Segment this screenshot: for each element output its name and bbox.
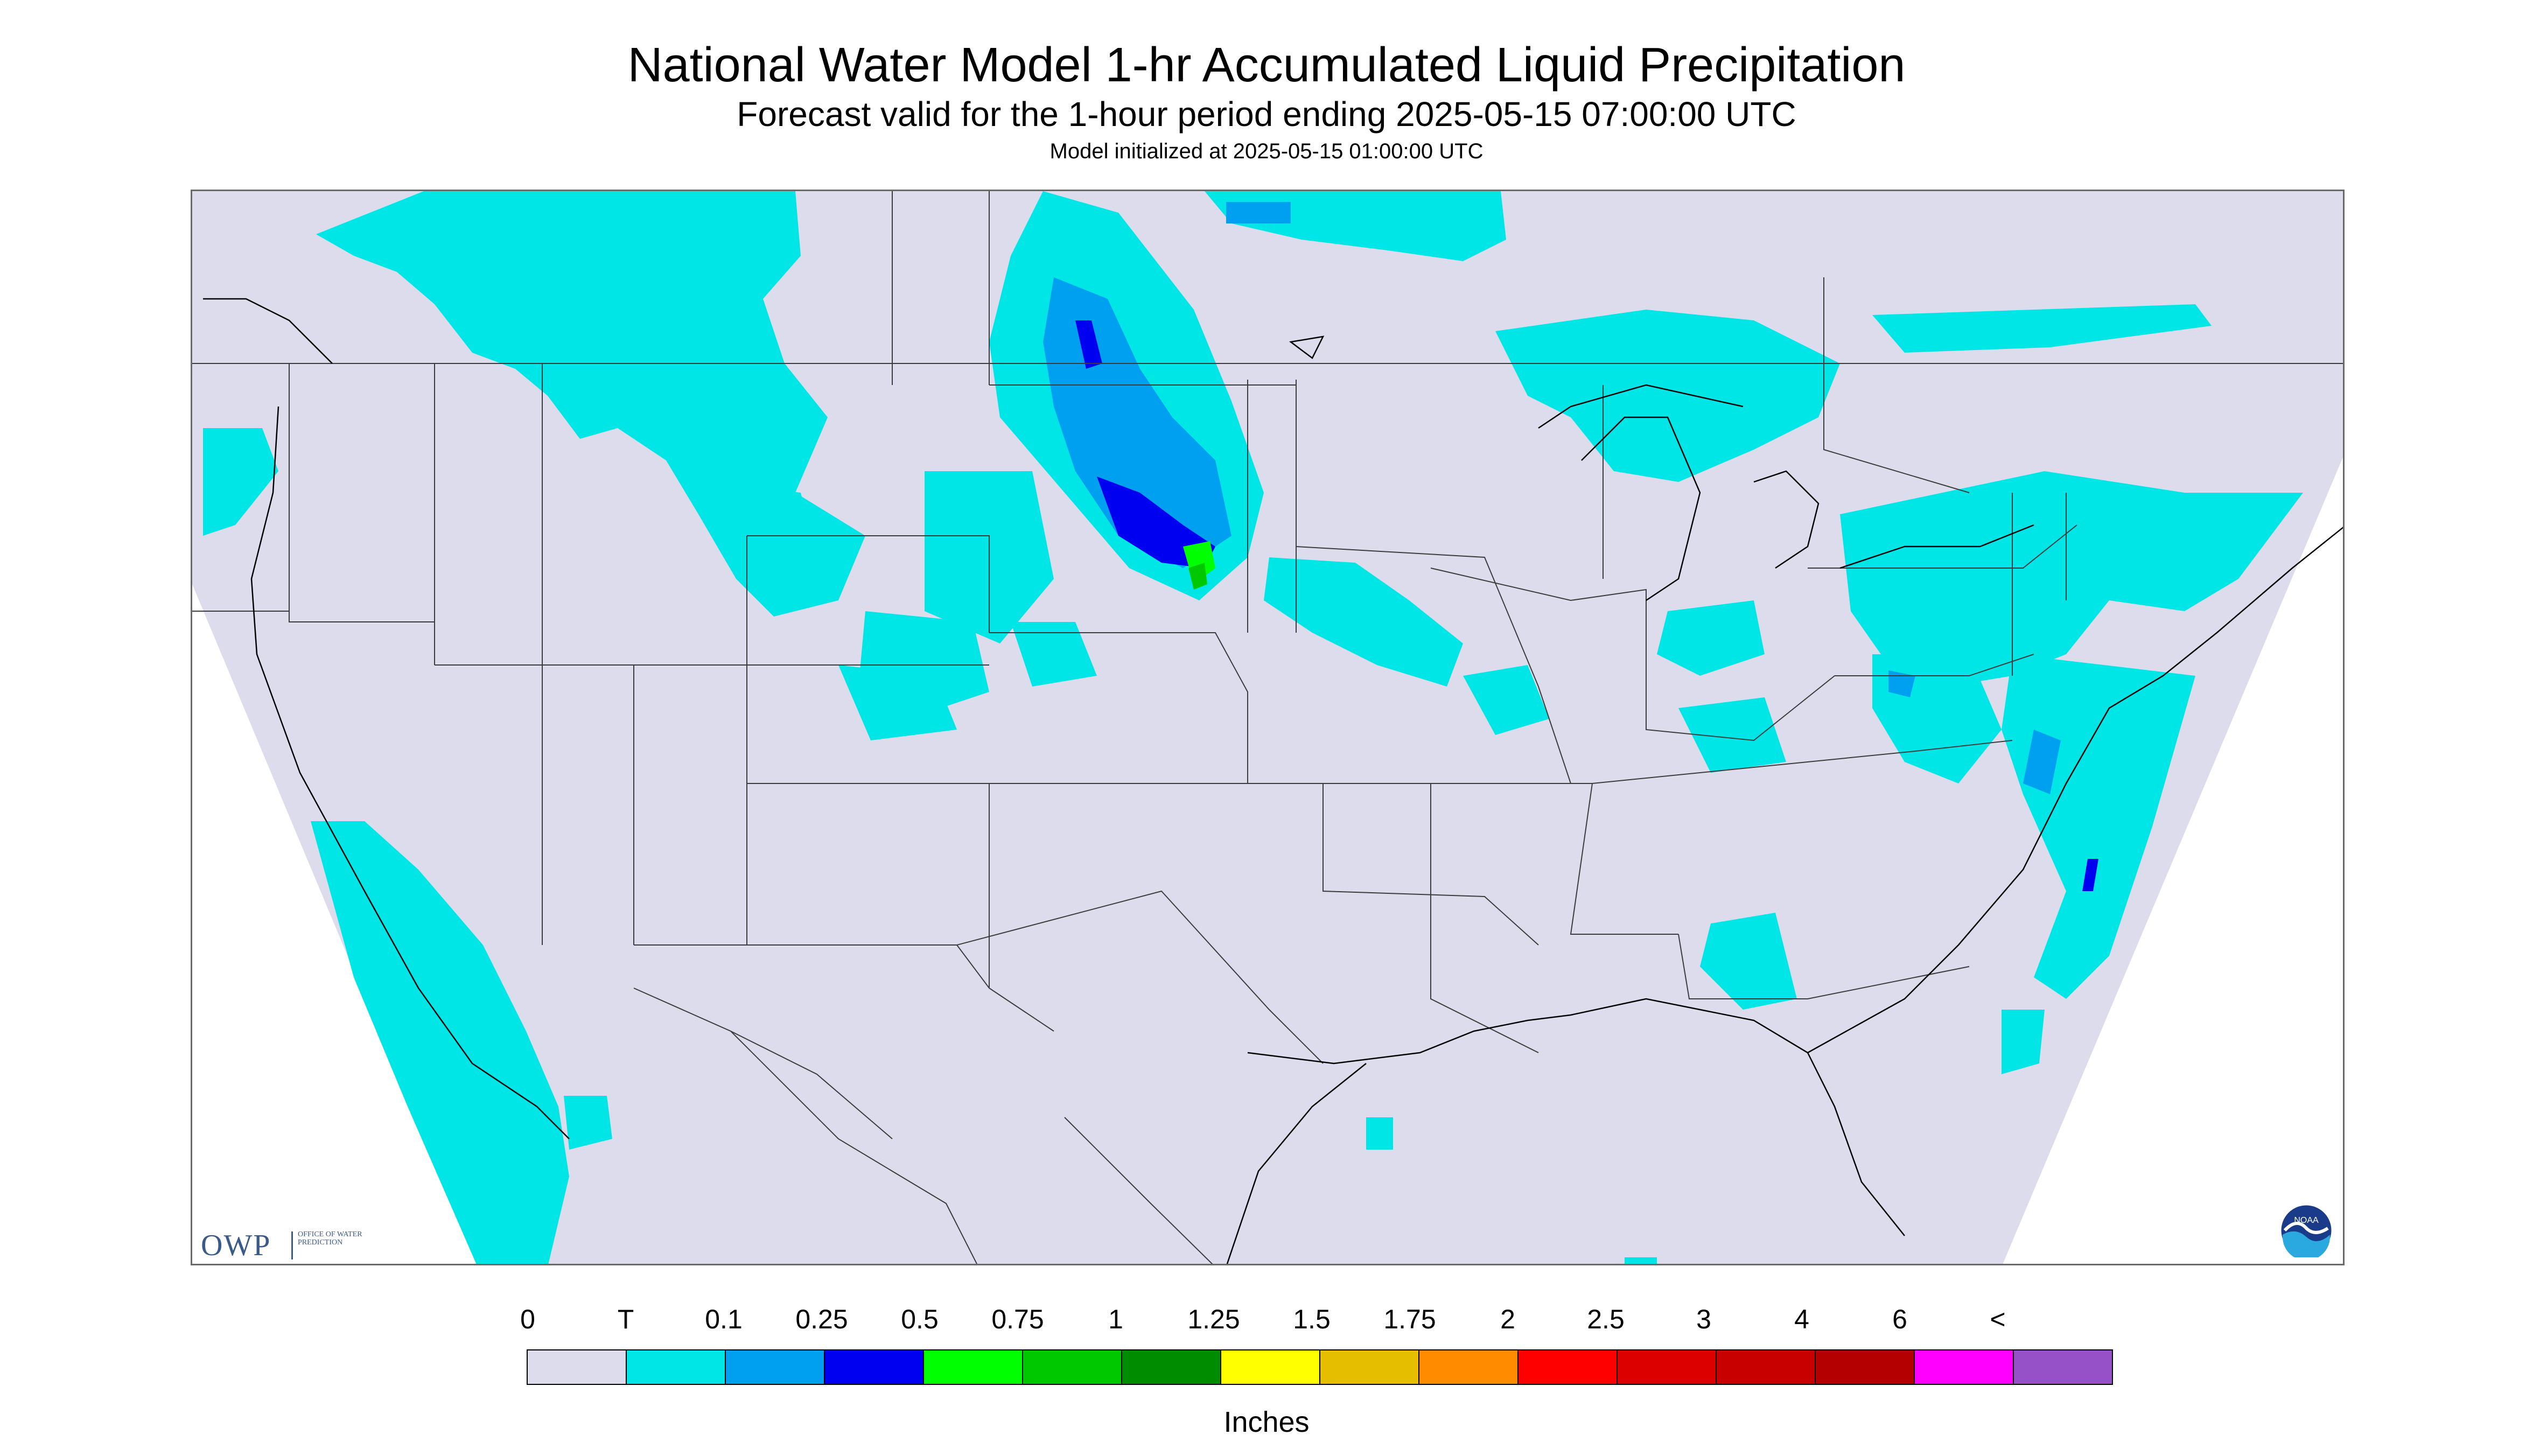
precip-carolinas bbox=[1700, 913, 1797, 1010]
legend-swatch bbox=[626, 1349, 726, 1385]
legend-units: Inches bbox=[1223, 1406, 1310, 1438]
legend-label: 0.25 bbox=[795, 1304, 848, 1334]
legend-swatch bbox=[725, 1349, 825, 1385]
legend-label: 6 bbox=[1892, 1304, 1907, 1334]
precip-0.5-areas bbox=[1183, 541, 1215, 590]
owp-logo-text: OWP bbox=[201, 1229, 271, 1262]
init-time-label: Model initialized at 2025-05-15 01:00:00… bbox=[1049, 139, 1484, 163]
noaa-logo-text: NOAA bbox=[2294, 1216, 2319, 1225]
legend-label: 1.75 bbox=[1383, 1304, 1436, 1334]
precip-wa-coast bbox=[203, 428, 278, 536]
legend-swatch bbox=[527, 1349, 627, 1385]
legend-swatch bbox=[1517, 1349, 1618, 1385]
legend-label: 0.1 bbox=[705, 1304, 743, 1334]
precip-ohio-south bbox=[1678, 697, 1786, 773]
legend-label: 0 bbox=[520, 1304, 535, 1334]
precip-0.25-areas bbox=[1075, 320, 2098, 891]
map-title: National Water Model 1-hr Accumulated Li… bbox=[627, 38, 1906, 92]
precip-plains-south bbox=[838, 665, 957, 740]
valid-time-subtitle: Forecast valid for the 1-hour period end… bbox=[737, 95, 1796, 134]
precip-great-lakes bbox=[1495, 310, 1840, 482]
legend-swatch bbox=[1220, 1349, 1320, 1385]
legend-swatch bbox=[1815, 1349, 1915, 1385]
legend-swatch bbox=[1617, 1349, 1717, 1385]
precipitation-map[interactable]: OWP Office of Water Prediction NOAA bbox=[191, 190, 2345, 1265]
precip-northeast bbox=[1840, 471, 2303, 687]
state-borders bbox=[192, 191, 2343, 1264]
precip-iowa bbox=[1264, 557, 1463, 687]
legend-label: T bbox=[617, 1304, 634, 1334]
precip-baja bbox=[564, 1096, 612, 1150]
legend-swatch bbox=[1121, 1349, 1221, 1385]
precip-offshore-se bbox=[2002, 1010, 2045, 1074]
legend-label: 4 bbox=[1794, 1304, 1809, 1334]
owp-logo-subtext: Office of Water Prediction bbox=[298, 1230, 362, 1247]
legend-label: 1.25 bbox=[1187, 1304, 1240, 1334]
legend-label: 1 bbox=[1108, 1304, 1123, 1334]
legend-labels: 0 T 0.1 0.25 0.5 0.75 1 1.25 1.5 1.75 2 2.5 3 4 6 < bbox=[0, 1303, 2533, 1341]
legend-label: 2 bbox=[1500, 1304, 1515, 1334]
legend-swatch bbox=[2013, 1349, 2113, 1385]
legend-swatch bbox=[1022, 1349, 1122, 1385]
legend-swatch bbox=[824, 1349, 924, 1385]
color-legend bbox=[527, 1349, 2113, 1385]
legend-swatch bbox=[1914, 1349, 2014, 1385]
legend-swatch bbox=[923, 1349, 1023, 1385]
precip-nebraska bbox=[1011, 622, 1097, 687]
legend-label: 0.75 bbox=[991, 1304, 1044, 1334]
precip-ne-canada bbox=[1872, 304, 2212, 353]
legend-label: < bbox=[1990, 1304, 2006, 1334]
precip-gulf bbox=[1366, 1117, 1393, 1150]
precip-ohio bbox=[1657, 600, 1765, 676]
precip-illinois bbox=[1463, 665, 1549, 735]
map-canvas bbox=[192, 191, 2343, 1264]
legend-label: 1.5 bbox=[1293, 1304, 1331, 1334]
legend-label: 2.5 bbox=[1587, 1304, 1625, 1334]
legend-label: 3 bbox=[1696, 1304, 1711, 1334]
legend-swatch bbox=[1716, 1349, 1816, 1385]
legend-swatch bbox=[1418, 1349, 1519, 1385]
noaa-emblem-icon: NOAA bbox=[2279, 1203, 2333, 1257]
owp-logo-divider bbox=[291, 1231, 293, 1259]
legend-label: 0.5 bbox=[901, 1304, 939, 1334]
precip-california bbox=[311, 821, 569, 1264]
legend-swatch bbox=[1319, 1349, 1419, 1385]
precip-bottom bbox=[1625, 1257, 1657, 1264]
coastlines bbox=[203, 298, 2343, 1264]
noaa-logo: NOAA bbox=[2279, 1203, 2333, 1257]
